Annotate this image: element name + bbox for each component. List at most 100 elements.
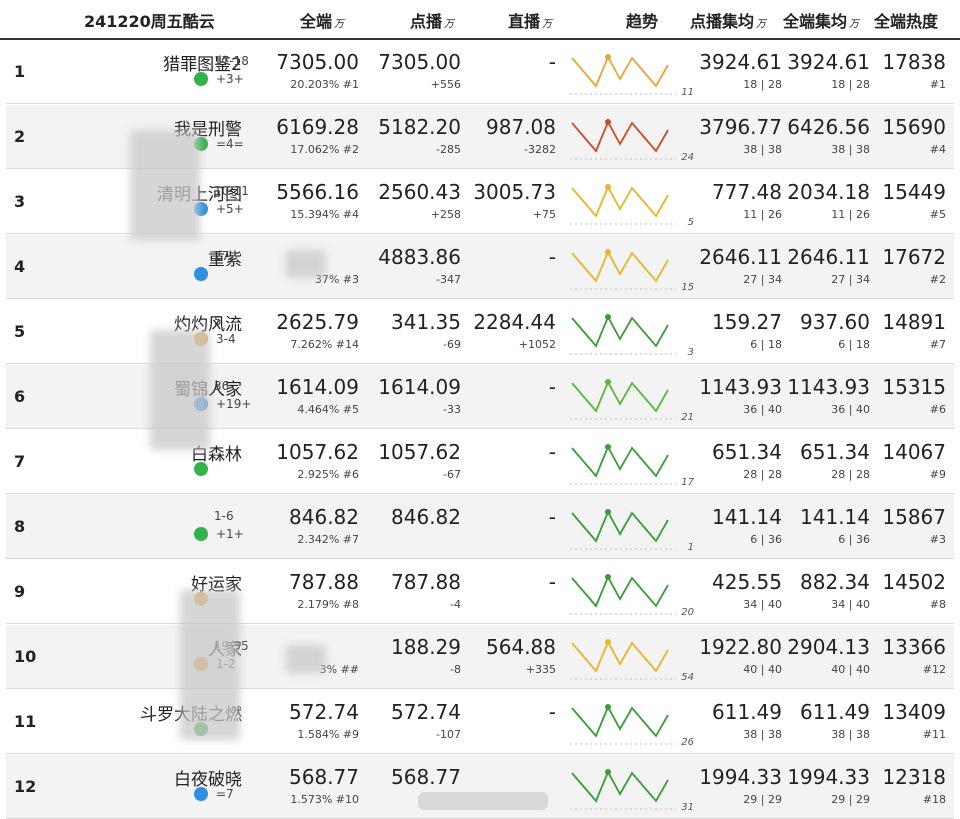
all-rank: ## [340,663,359,676]
rank-number: 6 [14,387,26,406]
all-value: 7305.00 [276,50,359,74]
all-avg-sub: 11 | 26 [831,208,870,221]
trend-line [571,119,669,153]
vod-change: +556 [430,78,461,91]
table-row[interactable]: 1 猎罪图鉴2 17-18 +3+ 7305.00 20.203% #1 7305.00 +5… [6,40,954,104]
all-value: 1057.62 [276,440,359,464]
all-share: 15.394% #4 [290,208,359,221]
vod-avg-value: 3796.77 [699,115,782,139]
vod-avg-value: 611.49 [712,700,782,724]
heat-value: 15315 [882,375,946,399]
heat-rank: #7 [929,338,946,351]
trend-peak-dot [605,704,611,710]
vod-avg-sub: 18 | 28 [743,78,782,91]
episode-range: 1-6 [214,509,234,523]
trend-line [571,704,669,738]
trend-chart [570,444,676,485]
all-share: 7.262% #14 [290,338,359,351]
vod-change: -107 [436,728,461,741]
rank-number: 7 [14,452,26,471]
trend-peak-dot [605,249,611,255]
table-row[interactable]: 8 1-6 +1+ 846.82 2.342% #7 846.82 - 1 141.14 6 | … [6,495,954,559]
table-row[interactable]: 5 灼灼风流 5 3-4 2625.79 7.262% #14 341.35 -69 2284.… [6,300,954,364]
all-avg-sub: 27 | 34 [831,273,870,286]
trend-line [571,184,669,218]
heat-rank: #3 [929,533,946,546]
all-avg-sub: 29 | 29 [831,793,870,806]
trend-sparkline: 15 [568,239,694,295]
table-row[interactable]: 10人家19:551-23% ##188.29-8564.88+33554192… [6,625,954,689]
heat-value: 15867 [882,505,946,529]
show-title[interactable]: 白夜破晓 [174,770,242,790]
trend-line [571,249,669,283]
all-avg-value: 651.34 [800,440,870,464]
vod-avg-sub: 38 | 38 [743,728,782,741]
table-row[interactable]: 9 好运家 787.88 2.179% #8 787.88 -4-20 425.55 34 |… [6,560,954,624]
all-pct: 7.262% [290,338,333,351]
table-row[interactable]: 11斗罗大陆之燃572.741.584% #9572.74-107-26611.… [6,690,954,754]
heat-value: 12318 [882,765,946,789]
rank-number: 3 [14,192,26,211]
col-vod-avg-header: 点播集均万 [690,12,767,31]
all-share: 2.342% #7 [297,533,359,546]
vod-value: 572.74 [391,700,461,724]
all-share: 2.925% #6 [297,468,359,481]
table-row[interactable]: 6蜀锦人家36+19+1614.094.464% #51614.09-33-21… [6,365,954,429]
trend-sparkline: 54 [568,629,694,685]
all-value: 572.74 [289,700,359,724]
vod-value: 2560.43 [378,180,461,204]
vod-avg-sub: 34 | 40 [743,598,782,611]
all-avg-value: 2034.18 [787,180,870,204]
vod-value: 341.35 [391,310,461,334]
heat-rank: #11 [922,728,946,741]
live-value: - [548,245,556,269]
vod-value: 568.77 [391,765,461,789]
heat-value: 13409 [882,700,946,724]
all-avg-value: 141.14 [800,505,870,529]
table-row[interactable]: 7 白森林 1057.62 2.925% #6 1057.62 -67 - 17 651.34 2… [6,430,954,494]
heat-value: 14891 [882,310,946,334]
table-row[interactable]: 4 重紫 27 37% #3 4883.86 -347 - 15 2646.11 27 | 34 2… [6,235,954,299]
vod-avg-sub: 6 | 36 [750,533,782,546]
all-pct: 2.925% [297,468,340,481]
all-pct: 1.584% [297,728,340,741]
live-value: 987.08 [486,115,556,139]
show-title[interactable]: 白森林 [191,445,242,465]
vod-value: 188.29 [391,635,461,659]
trend-peak-dot [605,769,611,775]
all-avg-sub: 28 | 28 [831,468,870,481]
trend-line [571,54,669,88]
rank-number: 1 [14,62,26,81]
trend-chart [570,379,676,420]
trend-peak-dot [605,379,611,385]
episode-range: 10-11 [214,184,249,198]
redaction-blur [180,590,240,740]
vod-avg-value: 1143.93 [699,375,782,399]
episode-range: 27 [214,249,230,263]
all-pct: 2.342% [297,533,340,546]
all-value: 6169.28 [276,115,359,139]
show-title[interactable]: 重紫 [208,250,242,270]
platform-icon [194,787,208,801]
all-avg-value: 882.34 [800,570,870,594]
rank-change: +1+ [216,527,244,541]
all-value: 2625.79 [276,310,359,334]
trend-chart [570,184,676,225]
all-rank: #14 [335,338,359,351]
live-change: +75 [532,208,556,221]
all-avg-value: 1994.33 [787,765,870,789]
live-change: +335 [525,663,556,676]
platform-icon [194,462,208,476]
rank-number: 8 [14,517,26,536]
show-title[interactable]: 猎罪图鉴2 [163,55,242,75]
live-value: - [548,700,556,724]
all-avg-value: 2646.11 [787,245,870,269]
vod-avg-value: 159.27 [712,310,782,334]
all-rank: #6 [342,468,359,481]
trend-peak-dot [605,184,611,190]
rank-change: +3+ [216,72,244,86]
vod-value: 1057.62 [378,440,461,464]
episode-range: 36 [214,379,230,393]
vod-avg-value: 777.48 [712,180,782,204]
